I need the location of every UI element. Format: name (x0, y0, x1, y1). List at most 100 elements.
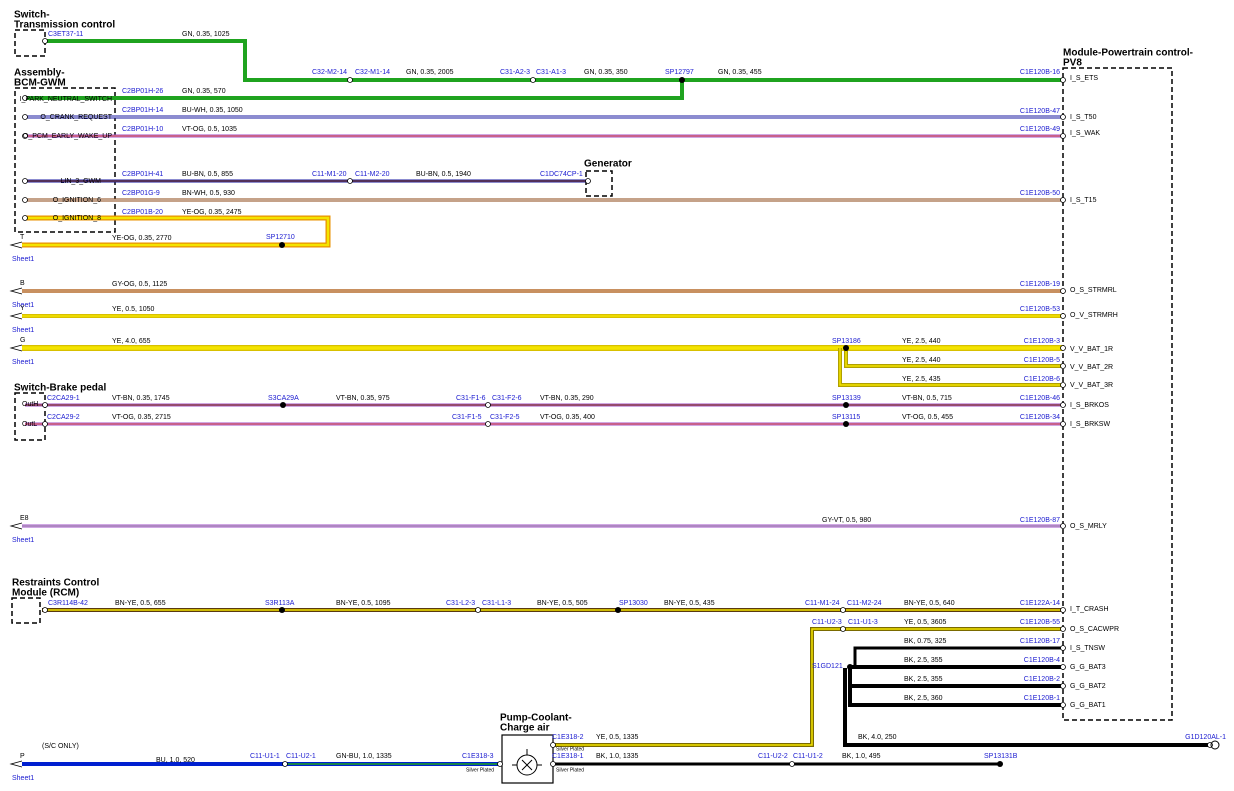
wire-spec: YE-OG, 0.35, 2475 (182, 209, 242, 216)
connector-pin (1060, 197, 1066, 203)
connector-pin (1060, 77, 1066, 83)
connector-label: C11-U1-1 (250, 753, 280, 760)
splice (279, 607, 285, 613)
off-sheet-arrow (9, 760, 23, 768)
connector-label: C3ET37-11 (48, 31, 83, 38)
pin-label: O_PCM_EARLY_WAKE_UP (23, 133, 112, 140)
component-name: Module (RCM) (12, 588, 79, 599)
component-name: Generator (584, 159, 632, 170)
wire (45, 39, 1063, 82)
connector-pin (22, 95, 28, 101)
pump-icon (512, 749, 542, 771)
connector-pin (530, 77, 536, 83)
off-sheet-arrow (9, 287, 23, 295)
wire-stripe (22, 216, 330, 247)
connector-label: C11-M1-24 (805, 600, 840, 607)
connector-label: G1D120AL-1 (1185, 734, 1226, 741)
wire-spec: VT-BN, 0.35, 975 (336, 395, 390, 402)
wire-spec: GN, 0.35, 350 (584, 69, 628, 76)
connector-pin (585, 178, 591, 184)
connector-label: C2BP01B-20 (122, 209, 163, 216)
component-name: PV8 (1063, 58, 1082, 69)
connector-label: C31-A2-3 (500, 69, 530, 76)
wire-spec: VT-BN, 0.5, 715 (902, 395, 952, 402)
connector-pin (1060, 683, 1066, 689)
sheet-letter: G (20, 337, 25, 344)
connector-label: C31-F1-5 (452, 414, 482, 421)
wire-spec: BN-YE, 0.5, 435 (664, 600, 715, 607)
connector-pin (22, 197, 28, 203)
connector-pin (1060, 607, 1066, 613)
splice (847, 664, 853, 670)
splice-label: S3R113A (265, 600, 295, 607)
connector-pin (1060, 402, 1066, 408)
pin-label: I_PARK_NEUTRAL_SWITCH (20, 96, 112, 103)
component-name: Restraints Control (12, 578, 99, 589)
box (11, 597, 41, 624)
pin-label: I_S_T15 (1070, 197, 1097, 204)
wire-spec: VT-BN, 0.35, 290 (540, 395, 594, 402)
splice-label: SP13115 (832, 414, 860, 421)
wire-spec: GY-VT, 0.5, 980 (822, 517, 871, 524)
wire-spec: YE, 2.5, 440 (902, 357, 941, 364)
note: Silver Plated (466, 767, 494, 773)
connector-label: C1E120B-16 (1020, 69, 1060, 76)
sheet-link: Sheet1 (12, 775, 34, 782)
connector-label: C2BP01H-41 (122, 171, 163, 178)
box (585, 170, 613, 197)
connector-pin (1060, 133, 1066, 139)
off-sheet-arrow (9, 344, 23, 352)
connector-pin (1060, 382, 1066, 388)
connector-pin (1060, 313, 1066, 319)
wire-spec: BK, 2.5, 360 (904, 695, 943, 702)
wire-spec: YE, 2.5, 440 (902, 338, 941, 345)
connector-label: C31-A1-3 (536, 69, 566, 76)
sheet-link: Sheet1 (12, 256, 34, 263)
wire-spec: VT-BN, 0.35, 1745 (112, 395, 170, 402)
component-name: Transmission control (14, 20, 115, 31)
connector-label: C1E120B-1 (1024, 695, 1060, 702)
connector-label: C1E120B-19 (1020, 281, 1060, 288)
splice (279, 242, 285, 248)
connector-label: C32-M2-14 (312, 69, 347, 76)
connector-label: C1E120B-49 (1020, 126, 1060, 133)
splice-label: S1GD121 (812, 663, 843, 670)
box (501, 734, 554, 784)
splice-label: SP13131B (984, 753, 1018, 760)
wire-stripe (845, 348, 1063, 367)
connector-pin (22, 114, 28, 120)
pin-label: OutH (22, 401, 38, 408)
pin-label: I_T_CRASH (1070, 606, 1109, 613)
box (14, 87, 116, 233)
connector-pin (475, 607, 481, 613)
off-sheet-arrow (9, 312, 23, 320)
connector-label: C11-U2-2 (758, 753, 788, 760)
sheet-link: Sheet1 (12, 327, 34, 334)
connector-pin (1060, 363, 1066, 369)
wire-spec: GN, 0.35, 455 (718, 69, 762, 76)
connector-label: C31-L1-3 (482, 600, 511, 607)
pin-label: V_V_BAT_3R (1070, 382, 1113, 389)
connector-pin (22, 133, 28, 139)
pump-symbol (501, 734, 554, 784)
wire-spec: YE, 0.5, 1050 (112, 306, 155, 313)
connector-label: C31-L2-3 (446, 600, 475, 607)
connector-pin (1060, 664, 1066, 670)
component-name: Switch- (14, 10, 50, 21)
pin-label: O_S_STRMRL (1070, 287, 1117, 294)
connector-pin (42, 38, 48, 44)
connector-label: C1E120B-46 (1020, 395, 1060, 402)
connector-pin (550, 761, 556, 767)
connector-label: C32-M1-14 (355, 69, 390, 76)
pin-label: O_CRANK_REQUEST (40, 114, 112, 121)
sheet-letter: B (20, 280, 25, 287)
pin-label: I_S_TNSW (1070, 645, 1105, 652)
splice (679, 77, 685, 83)
wire-spec: GN, 0.35, 2005 (406, 69, 454, 76)
off-sheet-arrow (9, 522, 23, 530)
pin-label: O_S_CACWPR (1070, 626, 1119, 633)
connector-label: C11-U2-3 (812, 619, 842, 626)
connector-label: C1E120B-5 (1024, 357, 1060, 364)
connector-label: C11-M2-24 (847, 600, 882, 607)
splice (843, 345, 849, 351)
